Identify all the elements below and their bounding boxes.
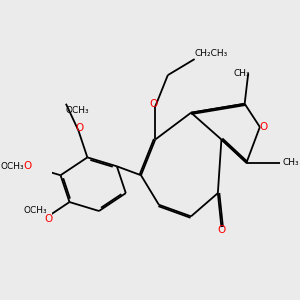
Text: CH₃: CH₃: [283, 158, 299, 167]
Text: O: O: [23, 161, 32, 171]
Text: O: O: [44, 214, 52, 224]
Text: OCH₃: OCH₃: [23, 206, 47, 215]
Text: OCH₃: OCH₃: [66, 106, 89, 115]
Text: O: O: [217, 225, 226, 235]
Text: O: O: [75, 123, 84, 133]
Text: O: O: [259, 122, 267, 132]
Text: O: O: [149, 99, 157, 109]
Text: CH₂CH₃: CH₂CH₃: [195, 49, 228, 58]
Text: CH₃: CH₃: [234, 69, 250, 78]
Text: OCH₃: OCH₃: [0, 162, 24, 171]
